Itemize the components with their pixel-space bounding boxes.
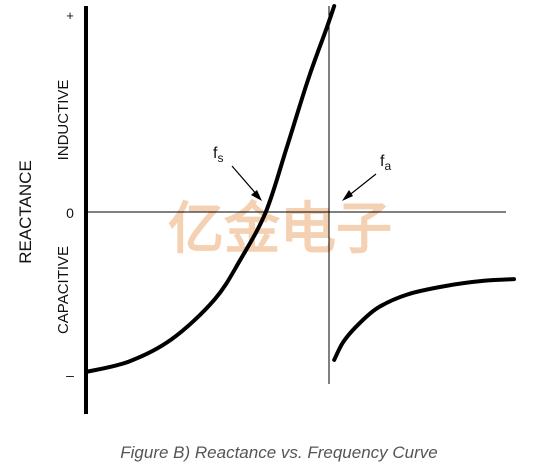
fa-arrow-head [342, 190, 353, 201]
tick-label-zero: 0 [66, 205, 74, 221]
fs-arrow-shaft [231, 165, 259, 197]
tick-label-plus: + [66, 8, 74, 23]
reactance-curve-below-fa [84, 4, 337, 374]
reactance-curve-above-fa [332, 277, 516, 362]
fs-arrow-head [251, 190, 262, 201]
fs-annotation: fs [213, 145, 223, 165]
region-label-inductive: INDUCTIVE [55, 80, 72, 161]
fa-annotation: fa [380, 153, 391, 173]
y-axis-label: REACTANCE [16, 160, 35, 264]
fa-arrow-shaft [346, 173, 377, 198]
region-label-capacitive: CAPACITIVE [55, 246, 72, 334]
watermark: 亿金电子 [168, 197, 392, 262]
figure-caption: Figure B) Reactance vs. Frequency Curve [120, 443, 437, 462]
tick-label-minus: – [66, 367, 74, 383]
